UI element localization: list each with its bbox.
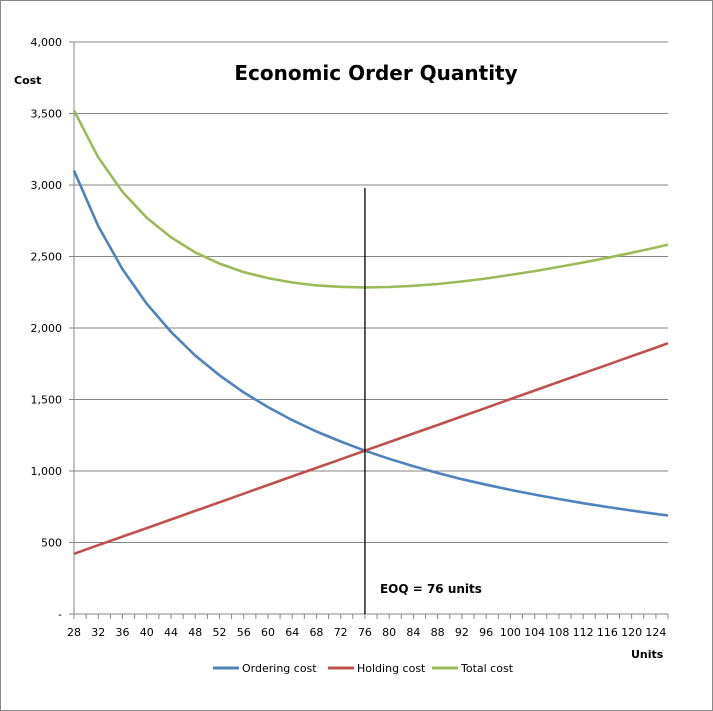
x-tick-label: 48 [188,626,202,639]
y-tick-label: 4,000 [31,36,63,49]
x-tick-label: 88 [431,626,445,639]
y-tick-label: 3,000 [31,179,63,192]
x-tick-label: 112 [573,626,594,639]
x-tick-label: 36 [115,626,129,639]
x-tick-label: 92 [455,626,469,639]
y-tick-label: - [58,608,62,621]
x-tick-label: 72 [334,626,348,639]
x-tick-label: 28 [67,626,81,639]
y-tick-label: 2,000 [31,322,63,335]
y-tick-label: 2,500 [31,251,63,264]
y-axis-tick-labels: - 500 1,000 1,500 2,000 2,500 3,000 3,500 4,000 [31,36,63,621]
gridlines [69,41,668,615]
x-tick-label: 120 [621,626,642,639]
x-tick-label: 76 [358,626,372,639]
y-axis-label: Cost [14,74,41,87]
legend-label: Holding cost [357,662,426,675]
x-tick-label: 124 [645,626,666,639]
eoq-annotation: EOQ = 76 units [380,582,482,596]
x-axis-tick-labels: 28 32 36 40 44 48 52 56 60 64 68 72 76 80 84 88 92 96 100 1… [67,626,666,639]
legend-label: Total cost [460,662,514,675]
series-lines [72,109,669,556]
legend: Ordering cost Holding cost Total cost [213,662,514,675]
x-tick-label: 64 [285,626,299,639]
x-tick-label: 104 [524,626,545,639]
x-axis-label: Units [631,648,664,661]
y-tick-label: 1,000 [31,465,63,478]
y-tick-label: 3,500 [31,108,63,121]
x-tick-label: 108 [548,626,569,639]
series-holding-cost [73,341,669,556]
x-tick-label: 32 [91,626,105,639]
x-tick-label: 40 [140,626,154,639]
x-tick-label: 52 [212,626,226,639]
series-ordering-cost [72,170,669,517]
x-tick-label: 68 [309,626,323,639]
axes [73,42,669,619]
x-tick-label: 84 [406,626,420,639]
x-tick-label: 56 [237,626,251,639]
y-tick-label: 1,500 [31,394,63,407]
legend-label: Ordering cost [242,662,317,675]
x-tick-label: 44 [164,626,178,639]
series-total-cost [72,109,669,289]
x-tick-label: 60 [261,626,275,639]
x-tick-label: 96 [479,626,493,639]
chart-title: Economic Order Quantity [234,61,517,85]
y-tick-label: 500 [41,537,62,550]
x-tick-label: 116 [597,626,618,639]
x-tick-label: 80 [382,626,396,639]
x-tick-label: 100 [500,626,521,639]
